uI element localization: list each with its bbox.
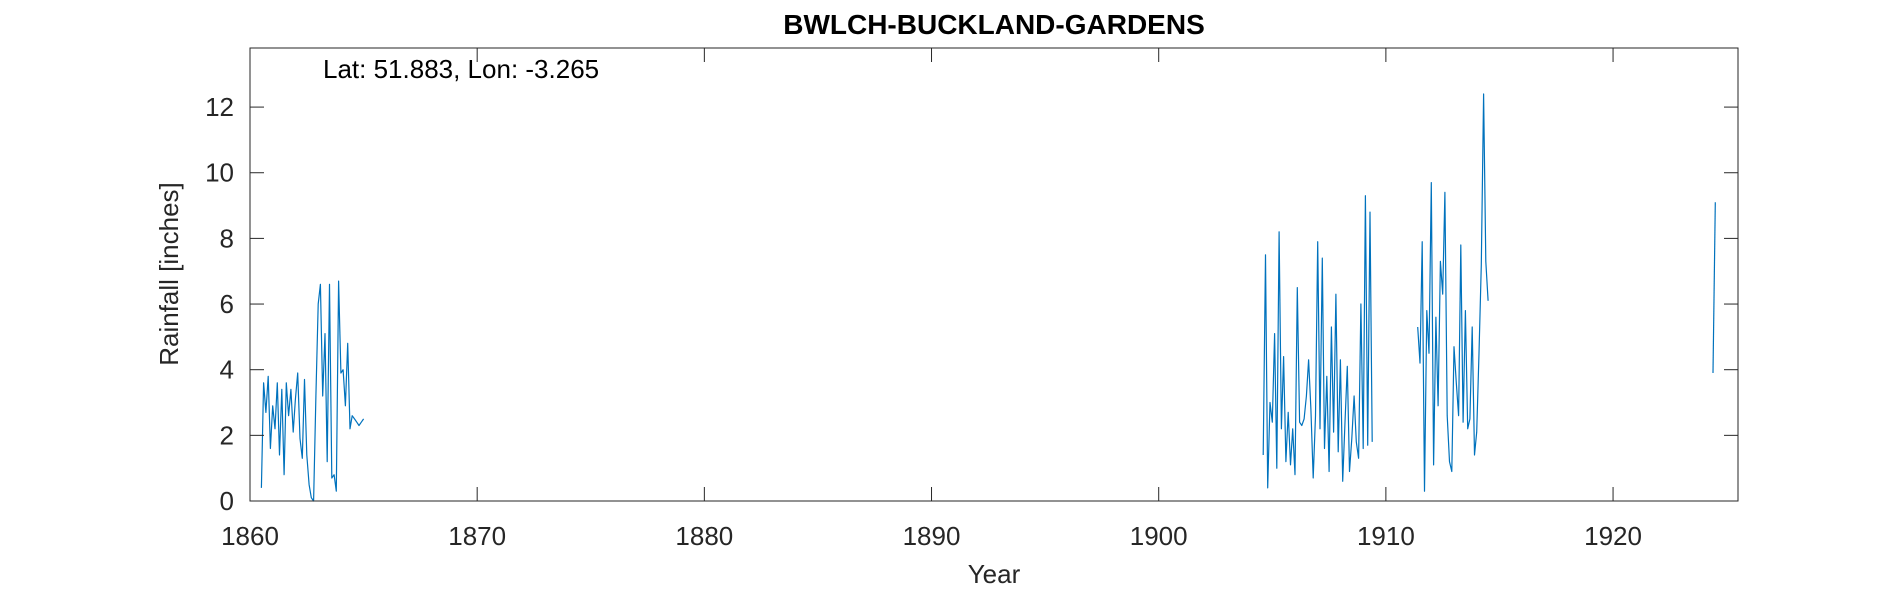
x-tick-label: 1920 (1584, 521, 1642, 551)
y-tick-label: 8 (220, 223, 234, 253)
y-tick-label: 12 (205, 92, 234, 122)
y-tick-label: 4 (220, 355, 234, 385)
x-axis: 1860 1870 1880 1890 1900 1910 1920 (221, 48, 1642, 551)
x-axis-label: Year (968, 559, 1021, 589)
series-layer (260, 93, 1716, 502)
x-tick-label: 1880 (675, 521, 733, 551)
rainfall-series-segment-3 (1417, 93, 1489, 492)
x-tick-label: 1900 (1130, 521, 1188, 551)
location-annotation: Lat: 51.883, Lon: -3.265 (323, 54, 599, 84)
y-tick-label: 0 (220, 486, 234, 516)
y-tick-label: 10 (205, 158, 234, 188)
plot-area (250, 48, 1738, 501)
x-tick-label: 1890 (903, 521, 961, 551)
rainfall-series-segment-2 (1262, 195, 1373, 489)
y-axis: 0 2 4 6 8 10 12 (205, 92, 1738, 516)
x-tick-label: 1870 (448, 521, 506, 551)
y-axis-label: Rainfall [inches] (154, 182, 184, 366)
x-tick-label: 1860 (221, 521, 279, 551)
rainfall-series-segment-1 (260, 280, 365, 502)
y-tick-label: 2 (220, 420, 234, 450)
x-tick-label: 1910 (1357, 521, 1415, 551)
rainfall-series-segment-4 (1712, 202, 1716, 374)
chart-title: BWLCH-BUCKLAND-GARDENS (783, 9, 1205, 40)
plot-frame (249, 47, 1739, 502)
y-tick-label: 6 (220, 289, 234, 319)
